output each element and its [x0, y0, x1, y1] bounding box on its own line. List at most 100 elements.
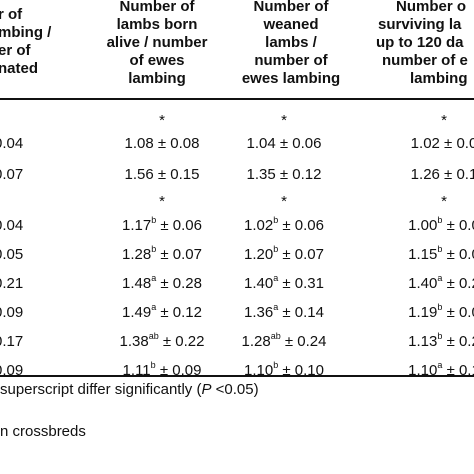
- table-cell-col-4: 1.02 ± 0.0: [411, 135, 474, 153]
- significance-star: *: [281, 193, 287, 210]
- table-cell-col-4: 1.40a ± 0.2: [408, 273, 474, 293]
- header-col-2-line: lambing: [128, 70, 186, 87]
- cell-superscript: b: [273, 215, 279, 225]
- footnote-text: n crossbreds: [0, 423, 86, 440]
- cell-error: ± 0.0: [446, 246, 474, 263]
- cell-mean: 1.40: [244, 275, 274, 292]
- table-cell-col-2: 1.28b ± 0.07: [122, 245, 202, 264]
- header-rule: [0, 98, 474, 100]
- header-col-3-line: Number of: [253, 0, 329, 15]
- significance-star: *: [159, 112, 165, 129]
- table-cell-col-1: 0.09: [0, 362, 24, 379]
- cell-mean: 1.36: [244, 304, 274, 321]
- table-cell-col-1: 0.04: [0, 135, 24, 152]
- header-col-4-line: lambing: [410, 70, 468, 87]
- table-cell-col-4: 1.13b ± 0.2: [408, 331, 474, 351]
- cell-mean: 1.02: [410, 135, 440, 152]
- cell-superscript: b: [437, 331, 443, 341]
- header-col-2-line: lambs born: [116, 16, 198, 33]
- header-col-2-line: Number of: [119, 0, 195, 15]
- cell-superscript: a: [273, 273, 279, 283]
- cell-superscript: b: [150, 360, 156, 370]
- table-cell-col-3: 1.36a ± 0.14: [244, 303, 324, 322]
- table-cell-col-2: 1.08 ± 0.08: [125, 135, 200, 153]
- cell-mean: 1.10: [244, 362, 274, 379]
- cell-superscript: a: [151, 273, 157, 283]
- table-cell-col-3: 1.02b ± 0.06: [244, 215, 324, 235]
- header-col-3-line: ewes lambing: [241, 70, 341, 87]
- cell-mean: 1.00: [408, 217, 438, 234]
- cell-mean: 1.13: [408, 333, 438, 350]
- header-col-1-line: r of: [0, 6, 23, 23]
- cell-mean: 1.56: [124, 166, 154, 183]
- footnote-crossbreds: n crossbreds: [0, 423, 86, 440]
- cell-superscript: b: [151, 215, 157, 225]
- header-col-1-line: mbing /: [0, 24, 52, 41]
- table-cell-col-4: 1.00b ± 0.0: [408, 215, 474, 235]
- cell-error: ± 0.0: [444, 135, 474, 152]
- cell-mean: 1.28: [122, 246, 152, 263]
- cell-error: ± 0.2: [446, 275, 474, 292]
- cell-error: ± 0.15: [157, 166, 200, 183]
- cell-mean: 1.38: [119, 333, 149, 350]
- cell-mean: 1.04: [246, 135, 276, 152]
- cell-mean: 1.40: [408, 275, 438, 292]
- cell-error: ± 0.28: [160, 275, 202, 292]
- cell-superscript: b: [437, 302, 443, 312]
- cell-mean: 1.02: [244, 217, 274, 234]
- cell-superscript: a: [151, 302, 157, 312]
- header-col-3: Number of weaned lambs / number of ewes …: [232, 0, 350, 88]
- cell-mean: 1.15: [408, 246, 438, 263]
- cell-mean: 1.08: [124, 135, 154, 152]
- cell-error: ± 0.31: [282, 275, 324, 292]
- cell-error: ± 0.08: [157, 135, 200, 152]
- cell-error: ± 0.2: [446, 333, 474, 350]
- table-cell-col-1: 0.04: [0, 217, 24, 234]
- table-cell-col-3: 1.04 ± 0.06: [247, 135, 322, 153]
- cell-superscript: ab: [148, 331, 159, 341]
- cell-error: ± 0.14: [282, 304, 324, 321]
- header-col-2-line: of ewes: [129, 52, 185, 69]
- table-cell-col-3: 1.20b ± 0.07: [244, 245, 324, 264]
- table-cell-col-2: 1.56 ± 0.15: [125, 166, 200, 184]
- cell-superscript: a: [437, 273, 443, 283]
- cell-error: ± 0.12: [160, 304, 202, 321]
- cell-error: ± 0.0: [446, 304, 474, 321]
- cell-error: ± 0.06: [282, 217, 324, 234]
- cell-superscript: b: [437, 244, 443, 254]
- cell-error: ± 0.0: [446, 217, 474, 234]
- header-col-3-line: lambs /: [265, 34, 317, 51]
- cell-superscript: ab: [270, 331, 281, 341]
- cell-error: ± 0.06: [160, 217, 202, 234]
- table-cell-col-2: 1.11b ± 0.09: [122, 360, 202, 380]
- table-cell-col-2: 1.48a ± 0.28: [122, 273, 202, 293]
- footnote-text: superscript differ significantly (: [0, 381, 202, 398]
- cell-error: ± 0.1: [444, 166, 474, 183]
- cell-mean: 1.49: [122, 304, 152, 321]
- cell-mean: 1.11: [122, 362, 151, 379]
- cell-mean: 1.26: [410, 166, 440, 183]
- footnote-text: <0.05): [211, 381, 259, 398]
- cell-error: ± 0.1: [446, 362, 474, 379]
- table-cell-col-3: 1.35 ± 0.12: [247, 166, 322, 184]
- cell-error: ± 0.10: [282, 362, 324, 379]
- cell-mean: 1.10: [408, 362, 438, 379]
- table-cell-col-1: 0.17: [0, 333, 24, 350]
- table-cell-col-1: 0.09: [0, 304, 24, 321]
- header-col-3-line: weaned: [263, 16, 319, 33]
- cell-mean: 1.20: [244, 246, 274, 263]
- table-cell-col-3: 1.28ab ± 0.24: [242, 331, 327, 351]
- cell-error: ± 0.12: [279, 166, 322, 183]
- significance-star: *: [159, 193, 165, 210]
- header-col-3-line: number of: [254, 52, 328, 69]
- table-cell-col-3: 1.10b ± 0.10: [244, 361, 324, 380]
- footnote-significance: superscript differ significantly (P <0.0…: [0, 381, 259, 398]
- significance-star: *: [441, 112, 447, 129]
- cell-superscript: b: [437, 215, 443, 225]
- cell-error: ± 0.09: [159, 362, 202, 379]
- cell-error: ± 0.24: [284, 333, 327, 350]
- header-col-4: Number o surviving la up to 120 da numbe…: [376, 0, 474, 88]
- header-col-1: r of mbing / er of nated: [0, 6, 68, 78]
- header-col-4-line: number of e: [382, 52, 468, 69]
